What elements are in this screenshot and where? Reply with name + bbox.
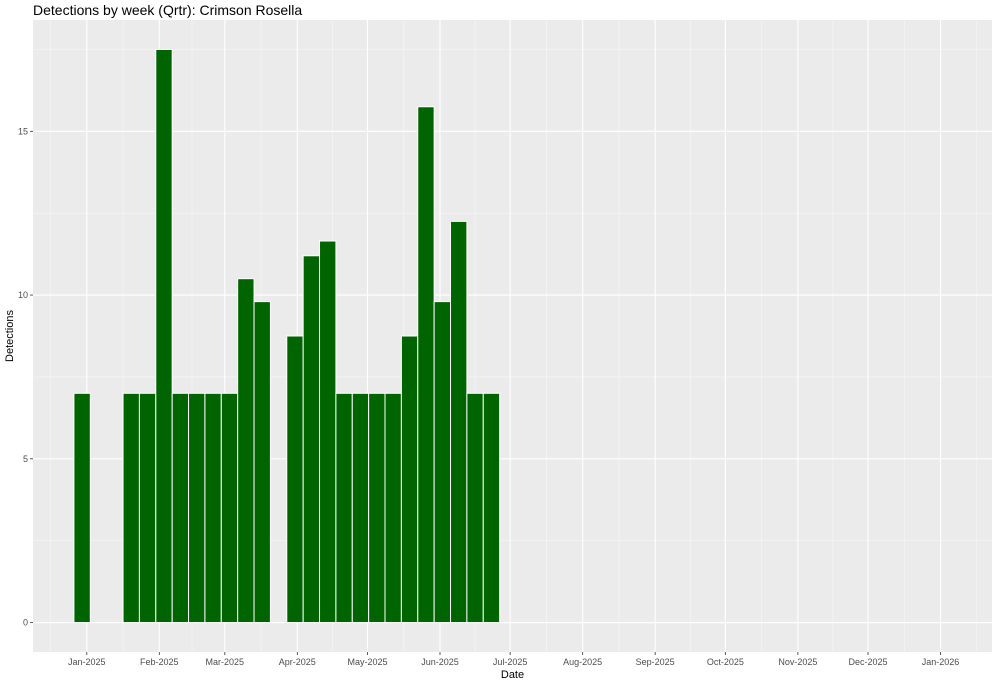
bar-2025-01-20 xyxy=(122,392,140,624)
x-tick-label: Oct-2025 xyxy=(707,657,744,667)
x-tick-label: Feb-2025 xyxy=(140,657,179,667)
y-tick-label: 10 xyxy=(18,290,28,300)
bar-2025-03-03 xyxy=(220,392,239,624)
x-tick-label: Jan-2025 xyxy=(68,657,106,667)
x-tick-label: May-2025 xyxy=(347,657,387,667)
bar-2025-01-27 xyxy=(138,392,157,624)
chart-title: Detections by week (Qrtr): Crimson Rosel… xyxy=(33,2,303,18)
bar-2025-02-03 xyxy=(155,48,173,624)
bar-2025-04-07 xyxy=(302,255,321,624)
x-axis-title: Date xyxy=(501,669,524,681)
bar-2025-04-21 xyxy=(335,392,353,624)
bar-2025-04-14 xyxy=(319,240,337,624)
y-tick-label: 5 xyxy=(23,454,28,464)
bar-2025-06-23 xyxy=(482,392,501,624)
x-tick-label: Dec-2025 xyxy=(849,657,888,667)
bar-2025-05-12 xyxy=(384,392,402,624)
bar-2025-03-17 xyxy=(253,301,271,624)
x-tick-label: Jan-2026 xyxy=(922,657,960,667)
x-tick-label: Jul-2025 xyxy=(493,657,528,667)
axes: Jan-2025 Feb-2025 Mar-2025 Apr-2025 May-2025… xyxy=(18,126,959,667)
x-tick-label: Aug-2025 xyxy=(563,657,602,667)
bar-2025-05-05 xyxy=(368,392,386,624)
y-tick-label: 0 xyxy=(23,618,28,628)
bars xyxy=(73,48,501,624)
x-tick-label: Apr-2025 xyxy=(279,657,316,667)
x-tick-label: Jun-2025 xyxy=(421,657,459,667)
bar-2025-02-10 xyxy=(171,392,190,624)
bar-2025-06-02 xyxy=(433,301,452,624)
bar-2025-05-26 xyxy=(417,106,435,624)
x-tick-label: Sep-2025 xyxy=(636,657,675,667)
x-tick-label: Mar-2025 xyxy=(206,657,245,667)
y-tick-label: 15 xyxy=(18,126,28,136)
bar-2024-12-30 xyxy=(73,392,91,624)
bar-2025-05-19 xyxy=(400,335,419,624)
bar-2025-06-09 xyxy=(450,220,468,624)
bar-2025-02-17 xyxy=(188,392,206,624)
bar-2025-06-16 xyxy=(466,392,484,624)
bar-2025-04-28 xyxy=(351,392,370,624)
bar-2025-02-24 xyxy=(204,392,222,624)
bar-2025-03-10 xyxy=(237,278,255,624)
bar-2025-03-31 xyxy=(286,335,304,624)
y-axis-title: Detections xyxy=(4,310,16,362)
x-tick-label: Nov-2025 xyxy=(778,657,817,667)
